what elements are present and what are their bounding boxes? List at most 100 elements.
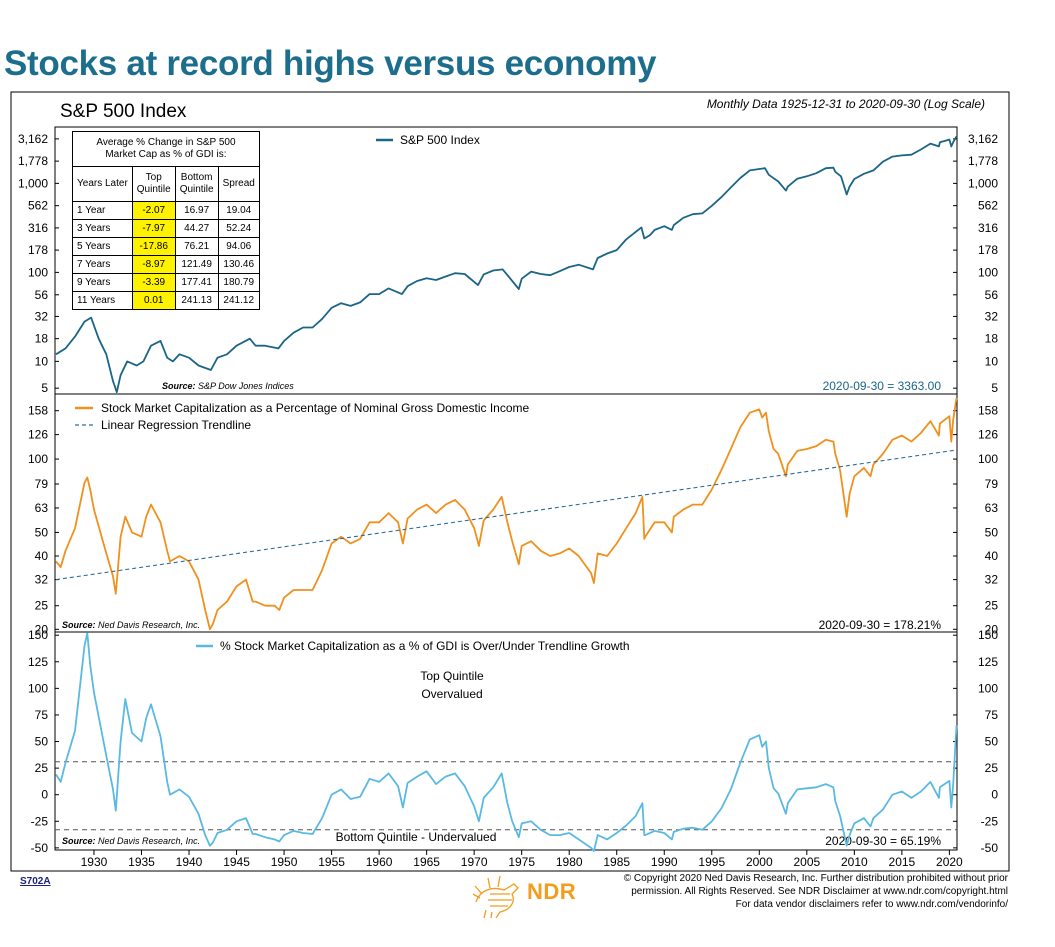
header-bottom-line2: Quintile [179, 184, 214, 195]
x-tick-label: 1970 [461, 855, 488, 869]
panel2-legend-trend: Linear Regression Trendline [101, 418, 251, 432]
table-caption-line1: Average % Change in S&P 500 [96, 137, 236, 148]
x-tick-label: 2000 [746, 855, 773, 869]
y-tick-label-left: 32 [35, 309, 49, 323]
top-quintile-value: -3.39 [131, 273, 176, 292]
y-tick-label-right: 100 [978, 265, 998, 279]
header-bottom-line1: Bottom [180, 172, 213, 183]
x-tick-label: 1935 [128, 855, 155, 869]
y-tick-label-left: 5 [41, 381, 48, 395]
y-tick-label-left: 50 [35, 525, 49, 539]
ndr-bull-logo-icon [472, 875, 519, 918]
panel1-title: S&P 500 Index [60, 101, 187, 122]
y-tick-label-left: 1,000 [18, 176, 48, 190]
y-tick-label-right: 20 [985, 622, 999, 636]
x-tick-label: 1930 [81, 855, 108, 869]
y-tick-label-left: 18 [35, 332, 49, 346]
bottom-quintile-label: Bottom Quintile - Undervalued [336, 830, 497, 844]
panel2-legend-main: Stock Market Capitalization as a Percent… [101, 401, 530, 415]
panel2-legend: Stock Market Capitalization as a Percent… [75, 401, 530, 432]
y-tick-label-left: 100 [28, 265, 48, 279]
row-label: 5 Years [72, 237, 133, 256]
y-tick-label-right: 125 [978, 655, 998, 669]
y-tick-label-right: 63 [985, 501, 999, 515]
table-row: 9 Years -3.39 177.41 180.79 [72, 273, 260, 292]
x-tick-label: 1960 [366, 855, 393, 869]
y-tick-label-left: 63 [35, 501, 49, 515]
panel1-source-text: S&P Dow Jones Indices [198, 381, 294, 391]
x-tick-label: 1995 [698, 855, 725, 869]
panel1-source: Source: S&P Dow Jones Indices [162, 381, 294, 391]
copyright-line-1: © Copyright 2020 Ned Davis Research, Inc… [623, 873, 1008, 884]
row-label: 7 Years [72, 255, 133, 274]
copyright-notice: © Copyright 2020 Ned Davis Research, Inc… [624, 872, 1008, 911]
data-series-line [55, 136, 958, 394]
bottom-quintile-value: 76.21 [174, 237, 219, 256]
overvalued-label: Overvalued [421, 687, 482, 701]
y-tick-label-left: 100 [28, 452, 48, 466]
spread-value: 19.04 [217, 201, 260, 220]
table-caption-line2: Market Cap as % of GDI is: [105, 149, 227, 160]
table-row: 7 Years -8.97 121.49 130.46 [72, 255, 260, 274]
y-tick-label-left: 56 [35, 288, 49, 302]
y-tick-label-left: 1,778 [18, 154, 48, 168]
x-tick-label: 2020 [936, 855, 963, 869]
y-tick-label-left: 178 [28, 243, 48, 257]
spread-value: 130.46 [217, 255, 260, 274]
row-label: 1 Year [72, 201, 133, 220]
row-label: 11 Years [72, 291, 133, 310]
y-tick-label-right: 0 [991, 788, 998, 802]
panel3-source: Source: Ned Davis Research, Inc. [62, 836, 200, 846]
ndr-logo-text: NDR [527, 879, 577, 904]
data-series-line [55, 397, 958, 631]
y-tick-label-left: 126 [28, 428, 48, 442]
spread-value: 241.12 [217, 291, 260, 310]
y-tick-label-right: 79 [985, 477, 999, 491]
chart-marks: 5 5 10 10 18 18 32 32 56 56 100 100 178 178 316 316 562 5… [18, 132, 998, 869]
y-tick-label-right: 25 [985, 599, 999, 613]
spread-value: 52.24 [217, 219, 260, 238]
y-tick-label-left: -25 [31, 814, 49, 828]
y-tick-label-right: 40 [985, 549, 999, 563]
y-tick-label-right: 32 [985, 573, 999, 587]
y-tick-label-right: 316 [978, 221, 998, 235]
y-tick-label-right: 5 [991, 381, 998, 395]
y-tick-label-left: 562 [28, 199, 48, 213]
y-tick-label-left: 25 [35, 761, 49, 775]
panel1-legend: S&P 500 Index [376, 133, 480, 147]
trendline-series [55, 449, 957, 581]
top-quintile-value: -17.86 [131, 237, 176, 256]
y-tick-label-right: 50 [985, 735, 999, 749]
bottom-quintile-value: 16.97 [174, 201, 219, 220]
table-row: 1 Year -2.07 16.97 19.04 [72, 201, 260, 220]
y-tick-label-right: -50 [981, 841, 999, 855]
y-tick-label-right: 50 [985, 525, 999, 539]
panel2-latest-value: 2020-09-30 = 178.21% [819, 618, 942, 632]
y-tick-label-left: 100 [28, 681, 48, 695]
bottom-quintile-value: 177.41 [174, 273, 219, 292]
chart-code-link[interactable]: S702A [20, 876, 51, 887]
y-tick-label-right: 150 [978, 628, 998, 642]
y-tick-label-left: 150 [28, 628, 48, 642]
top-quintile-value: -8.97 [131, 255, 176, 274]
top-quintile-value: -7.97 [131, 219, 176, 238]
chart-frame [10, 91, 1010, 872]
y-tick-label-left: 20 [35, 622, 49, 636]
table-row: 5 Years -17.86 76.21 94.06 [72, 237, 260, 256]
y-tick-label-left: 25 [35, 599, 49, 613]
y-tick-label-left: 10 [35, 354, 49, 368]
y-tick-label-right: 100 [978, 681, 998, 695]
y-tick-label-right: 1,000 [968, 176, 998, 190]
y-tick-label-right: 178 [978, 243, 998, 257]
top-quintile-label: Top Quintile [420, 669, 484, 683]
y-tick-label-left: 158 [28, 404, 48, 418]
copyright-line-3: For data vendor disclaimers refer to www… [735, 899, 1008, 910]
y-tick-label-left: 3,162 [18, 132, 48, 146]
panel3-latest-value: 2020-09-30 = 65.19% [825, 834, 941, 848]
x-tick-label: 2005 [793, 855, 820, 869]
panel1-source-prefix: Source: [162, 381, 196, 391]
bottom-quintile-value: 44.27 [174, 219, 219, 238]
y-tick-label-right: 75 [985, 708, 999, 722]
y-tick-label-left: 32 [35, 573, 49, 587]
top-quintile-value: -2.07 [131, 201, 176, 220]
